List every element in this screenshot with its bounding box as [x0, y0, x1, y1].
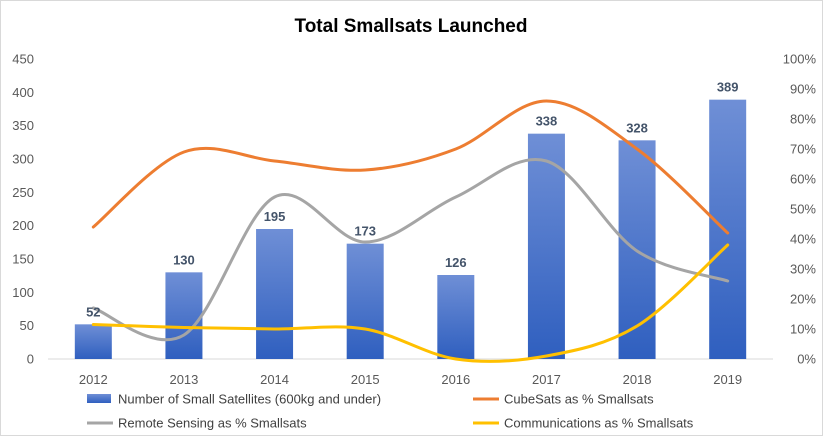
bar [709, 99, 747, 360]
axes: 0 50 100 150 200 250 300 350 400 450 0% 10% 20% 30% 40… [12, 52, 816, 388]
legend-label: CubeSats as % Smallsats [504, 392, 654, 407]
x-tick-label: 2015 [351, 372, 380, 387]
y2-tick-label: 30% [790, 262, 816, 277]
y-tick-label: 0 [27, 352, 34, 367]
legend: Number of Small Satellites (600kg and un… [87, 392, 694, 431]
y2-tick-label: 90% [790, 82, 816, 97]
x-tick-label: 2014 [260, 372, 289, 387]
bar-data-label: 126 [445, 255, 467, 270]
bar-data-label: 52 [86, 304, 100, 319]
line-series-1 [91, 99, 730, 235]
bar-data-label: 173 [354, 224, 376, 239]
x-tick-label: 2018 [623, 372, 652, 387]
y-tick-label: 450 [12, 52, 34, 67]
y2-tick-label: 10% [790, 322, 816, 337]
y-tick-label: 50 [20, 318, 34, 333]
y2-tick-label: 80% [790, 112, 816, 127]
y-tick-label: 350 [12, 118, 34, 133]
bar [437, 275, 475, 359]
y-tick-label: 400 [12, 85, 34, 100]
y-tick-label: 300 [12, 152, 34, 167]
x-tick-label: 2019 [713, 372, 742, 387]
bar [74, 324, 112, 359]
bar-data-label: 130 [173, 252, 195, 267]
bar [527, 133, 565, 359]
legend-label: Number of Small Satellites (600kg and un… [118, 392, 381, 407]
bar [346, 243, 384, 359]
bar-data-label: 195 [264, 209, 286, 224]
x-tick-label: 2012 [79, 372, 108, 387]
x-tick-label: 2017 [532, 372, 561, 387]
y-tick-label: 150 [12, 252, 34, 267]
y2-tick-label: 60% [790, 172, 816, 187]
y-tick-label: 200 [12, 218, 34, 233]
line-series-group [91, 99, 730, 363]
bar-data-label: 389 [717, 80, 739, 95]
y2-tick-label: 50% [790, 202, 816, 217]
y2-tick-label: 0% [797, 352, 816, 367]
y-tick-label: 100 [12, 285, 34, 300]
x-tick-label: 2016 [441, 372, 470, 387]
legend-swatch [87, 394, 111, 403]
y2-tick-label: 20% [790, 292, 816, 307]
legend-label: Remote Sensing as % Smallsats [118, 416, 307, 431]
bar-data-label: 338 [536, 114, 558, 129]
data-labels: 52 130 195 173 126 338 328 389 [86, 80, 738, 320]
y-tick-label: 250 [12, 185, 34, 200]
bar [165, 272, 203, 359]
legend-label: Communications as % Smallsats [504, 416, 694, 431]
line-series-2 [91, 158, 730, 342]
y2-tick-label: 100% [783, 52, 817, 67]
y2-tick-label: 40% [790, 232, 816, 247]
bar-series [74, 99, 747, 360]
x-tick-label: 2013 [169, 372, 198, 387]
bar [256, 229, 294, 359]
line-series-3 [91, 243, 730, 363]
bar-data-label: 328 [626, 120, 648, 135]
chart-title: Total Smallsats Launched [295, 16, 528, 37]
y2-tick-label: 70% [790, 142, 816, 157]
